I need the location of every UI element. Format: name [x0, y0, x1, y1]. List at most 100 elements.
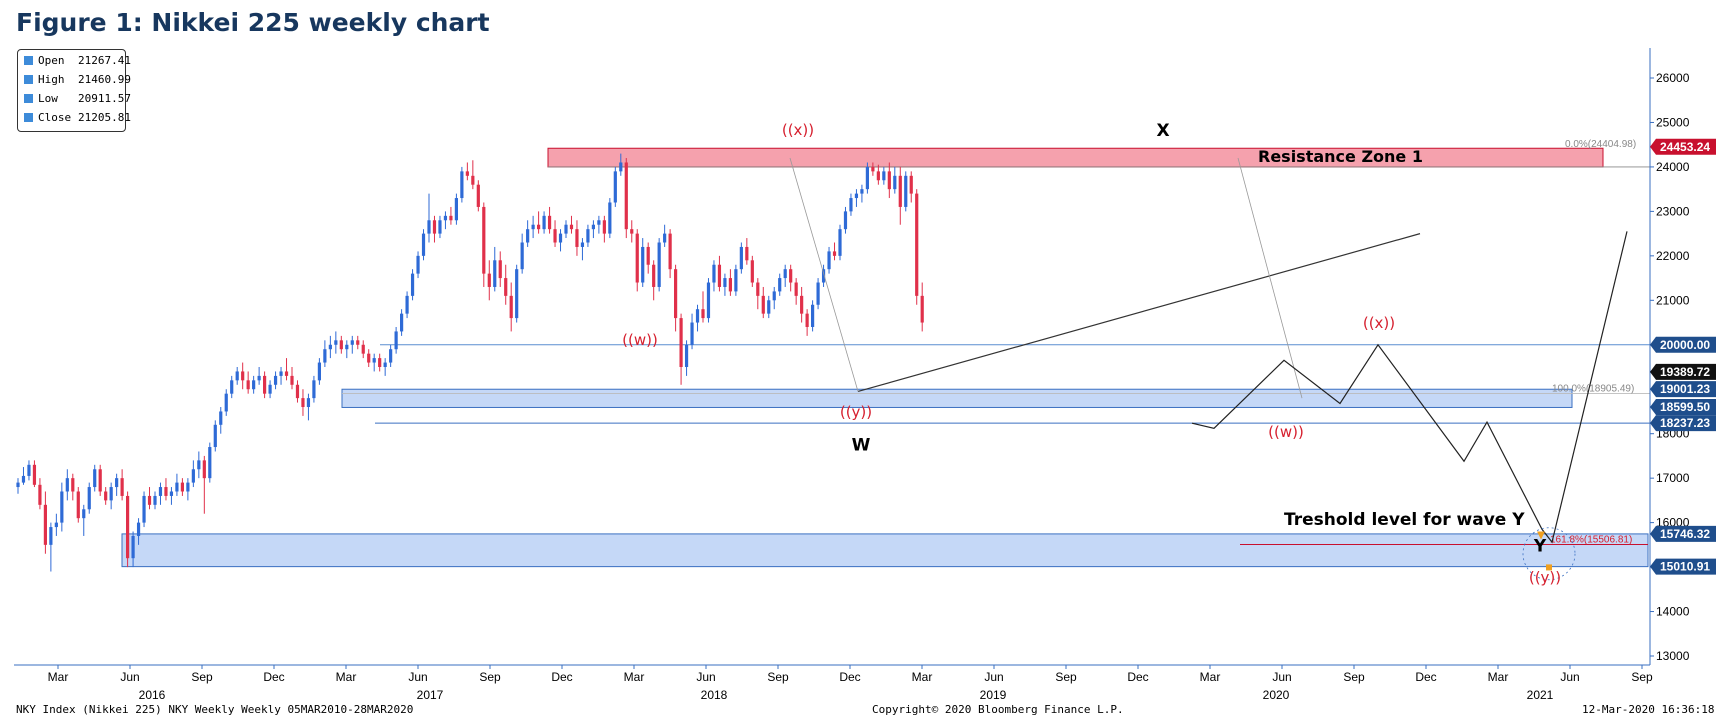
x-tick-label: Sep [191, 670, 213, 684]
candle-body [279, 371, 283, 376]
y-tick-label: 17000 [1656, 471, 1690, 485]
x-tick-label: Sep [767, 670, 789, 684]
candle-body [405, 295, 409, 314]
legend-swatch [24, 75, 33, 84]
candle-body [416, 255, 420, 274]
price-box-label: 19001.23 [1660, 382, 1710, 396]
x-tick-label: Dec [263, 670, 284, 684]
y-tick-label: 25000 [1656, 115, 1690, 129]
candle-body [772, 291, 776, 301]
x-tick-label: Dec [839, 670, 860, 684]
candle-body [115, 478, 119, 488]
candle-body [306, 398, 311, 408]
legend-close: Close 21205.81 [24, 110, 131, 126]
candle-body [432, 220, 437, 234]
candle-body [93, 469, 97, 488]
candle-body [482, 206, 486, 274]
x-year-label: 2017 [417, 688, 444, 702]
candle-body [887, 171, 891, 190]
candle-body [202, 460, 206, 479]
candle-body [65, 478, 69, 492]
candle-body [860, 189, 864, 194]
candle-body [865, 166, 869, 190]
candle-body [32, 464, 37, 485]
candle-body [706, 282, 711, 319]
candle-body [394, 331, 398, 350]
legend-value: 21205.81 [78, 111, 131, 124]
price-box-shape [1650, 336, 1716, 353]
legend-label: Low [38, 92, 58, 105]
candle-body [509, 295, 513, 319]
candle-body [109, 487, 113, 501]
candle-body [723, 278, 727, 287]
candle-body [284, 371, 289, 376]
candle-body [915, 193, 919, 296]
candle-body [778, 278, 782, 292]
candle-body [904, 175, 908, 207]
candle-body [449, 215, 453, 221]
candle-body [504, 278, 508, 296]
target-circle [1522, 527, 1576, 581]
price-box: 24453.24 [1650, 138, 1716, 155]
x-tick-label: Sep [1055, 670, 1077, 684]
candle-body [219, 411, 223, 425]
wave-label: ((x)) [782, 121, 814, 139]
y-tick-label: 13000 [1656, 649, 1690, 663]
candle-body [734, 269, 738, 292]
x-tick-label: Mar [48, 670, 69, 684]
candle-body [597, 220, 601, 225]
x-year-label: 2016 [139, 688, 166, 702]
support-zone-upper [341, 388, 1573, 408]
candle-body [164, 487, 168, 496]
candle-body [49, 527, 53, 545]
candle-body [580, 242, 585, 247]
price-box: 15010.91 [1650, 558, 1716, 575]
price-box-label: 20000.00 [1660, 338, 1710, 352]
price-box: 18599.50 [1650, 399, 1716, 416]
candle-body [367, 353, 371, 363]
candle-body [421, 233, 426, 256]
candle-body [126, 495, 130, 559]
zone-label: Resistance Zone 1 [1258, 147, 1423, 166]
x-year-label: 2019 [980, 688, 1007, 702]
candle-body [882, 171, 886, 181]
candle-body [537, 224, 541, 230]
x-tick-label: Dec [551, 670, 572, 684]
fib-connector-1 [789, 157, 859, 392]
y-tick-label: 14000 [1656, 605, 1690, 619]
candle-body [180, 482, 184, 492]
candle-body [158, 487, 163, 496]
x-year-label: 2021 [1527, 688, 1554, 702]
candle-body [657, 242, 661, 287]
fib-connector-2 [1237, 157, 1303, 399]
candle-body [153, 495, 157, 505]
candle-body [389, 349, 393, 363]
x-tick-label: Sep [479, 670, 501, 684]
candle-body [898, 175, 902, 207]
candle-body [767, 300, 771, 314]
candle-body [493, 260, 497, 287]
candle-body [257, 375, 261, 381]
y-tick-label: 24000 [1656, 160, 1690, 174]
candle-body [630, 229, 634, 234]
candle-body [213, 424, 217, 448]
candle-body [43, 504, 47, 545]
candle-body [690, 322, 694, 345]
candle-body [317, 362, 321, 381]
candle-body [295, 384, 300, 399]
x-year-label: 2020 [1263, 688, 1290, 702]
price-box-label: 18599.50 [1660, 400, 1710, 414]
candle-body [54, 522, 58, 528]
price-box: 20000.00 [1650, 336, 1716, 353]
candle-body [821, 269, 826, 283]
candle-body [569, 224, 574, 230]
x-tick-label: Dec [1415, 670, 1436, 684]
candle-body [87, 487, 91, 510]
target-square [1546, 564, 1552, 571]
candle-body [756, 282, 760, 296]
candle-body [646, 246, 650, 265]
candle-body [273, 375, 278, 385]
candle-body [871, 166, 875, 172]
x-tick-label: Jun [1272, 670, 1291, 684]
